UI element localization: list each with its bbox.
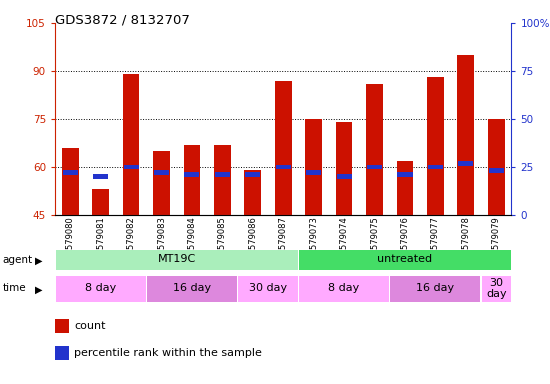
Text: ▶: ▶ — [35, 285, 42, 295]
Text: count: count — [74, 321, 106, 331]
Text: 30
day: 30 day — [486, 278, 507, 299]
Bar — [63, 170, 78, 175]
Bar — [305, 119, 322, 215]
Bar — [245, 172, 260, 177]
Text: 8 day: 8 day — [328, 283, 360, 293]
Bar — [482, 276, 511, 302]
Bar — [214, 145, 231, 215]
Bar — [154, 170, 169, 175]
Bar — [366, 84, 383, 215]
Bar — [147, 276, 237, 302]
Bar — [215, 172, 230, 177]
Bar — [488, 119, 505, 215]
Bar — [397, 161, 414, 215]
Bar — [299, 250, 511, 270]
Text: percentile rank within the sample: percentile rank within the sample — [74, 348, 262, 358]
Text: 30 day: 30 day — [249, 283, 287, 293]
Bar — [458, 161, 474, 166]
Bar — [238, 276, 298, 302]
Text: untreated: untreated — [377, 254, 432, 264]
Bar — [56, 276, 146, 302]
Bar — [299, 276, 389, 302]
Bar — [390, 276, 481, 302]
Text: agent: agent — [3, 255, 33, 265]
Bar — [56, 250, 298, 270]
Bar — [153, 151, 170, 215]
Bar — [428, 165, 443, 169]
Bar — [306, 170, 321, 175]
Bar — [458, 55, 474, 215]
Bar — [367, 165, 382, 169]
Bar — [93, 174, 108, 179]
Text: 16 day: 16 day — [173, 283, 211, 293]
Text: GDS3872 / 8132707: GDS3872 / 8132707 — [55, 13, 190, 26]
Text: ▶: ▶ — [35, 256, 42, 266]
Bar — [336, 122, 353, 215]
Bar — [184, 172, 200, 177]
Bar — [184, 145, 200, 215]
Bar — [276, 165, 291, 169]
Bar — [244, 170, 261, 215]
Text: 16 day: 16 day — [416, 283, 454, 293]
Bar — [337, 174, 351, 179]
Bar — [123, 74, 140, 215]
Bar — [124, 165, 139, 169]
Bar — [275, 81, 292, 215]
Bar — [489, 169, 504, 173]
Text: time: time — [3, 283, 26, 293]
Text: MT19C: MT19C — [158, 254, 196, 264]
Text: 8 day: 8 day — [85, 283, 116, 293]
Bar — [427, 78, 444, 215]
Bar — [62, 148, 79, 215]
Bar — [92, 189, 109, 215]
Bar — [398, 172, 412, 177]
